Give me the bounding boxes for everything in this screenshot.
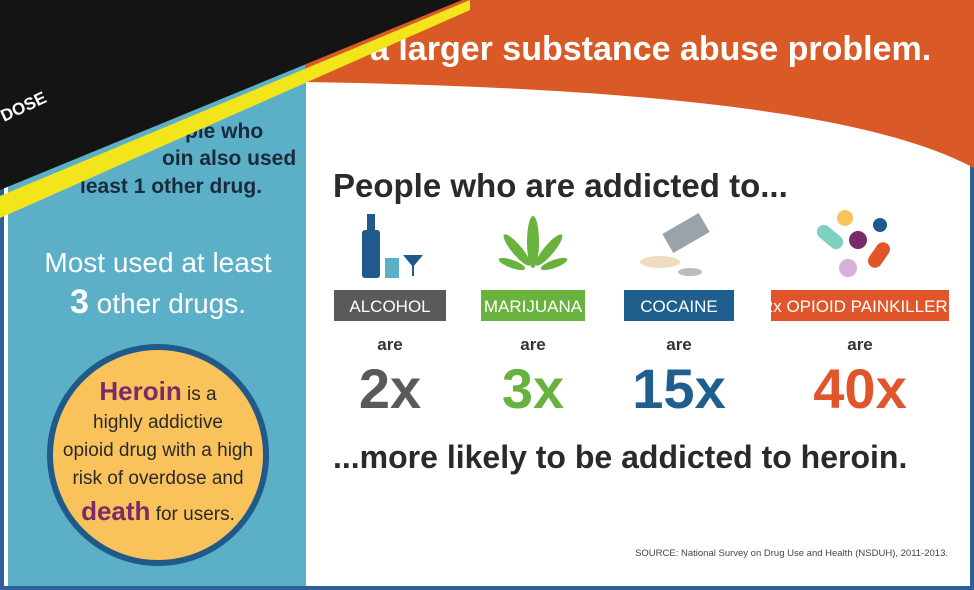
circle-text: for users. bbox=[150, 504, 234, 525]
page: a larger substance abuse problem. ple wh… bbox=[0, 0, 974, 590]
fragment-line: least 1 other drug. bbox=[80, 175, 262, 198]
label-text: MARIJUANA bbox=[484, 297, 583, 316]
most-used-line: Most used at least bbox=[44, 247, 271, 278]
header-title: a larger substance abuse problem. bbox=[370, 30, 931, 68]
label-text: ALCOHOL bbox=[349, 297, 430, 316]
main-footer: ...more likely to be addicted to heroin. bbox=[333, 439, 907, 475]
heroin-word: Heroin bbox=[99, 376, 181, 406]
are-text: are bbox=[666, 335, 692, 354]
label-text: COCAINE bbox=[640, 297, 717, 316]
are-text: are bbox=[377, 335, 403, 354]
death-word: death bbox=[81, 496, 150, 526]
source: SOURCE: National Survey on Drug Use and … bbox=[635, 548, 948, 559]
are-text: are bbox=[847, 335, 873, 354]
fragment-line: oin also used bbox=[162, 147, 296, 170]
infographic: a larger substance abuse problem. ple wh… bbox=[0, 0, 974, 590]
main-heading: People who are addicted to... bbox=[333, 167, 788, 204]
circle-line: highly addictive bbox=[93, 412, 223, 433]
multiplier: 15x bbox=[632, 357, 725, 420]
circle-line: risk of overdose and bbox=[72, 468, 243, 489]
multiplier: 3x bbox=[502, 357, 564, 420]
are-text: are bbox=[520, 335, 546, 354]
circle-text: is a bbox=[182, 384, 217, 405]
most-used-number: 3 bbox=[70, 283, 89, 321]
multiplier: 2x bbox=[359, 357, 421, 420]
circle-line: opioid drug with a high bbox=[63, 440, 253, 461]
most-used-line: 3 other drugs. bbox=[70, 283, 246, 321]
label-text: Rx OPIOID PAINKILLERS bbox=[761, 297, 959, 316]
most-used-after: other drugs. bbox=[97, 288, 246, 319]
multiplier: 40x bbox=[813, 357, 906, 420]
